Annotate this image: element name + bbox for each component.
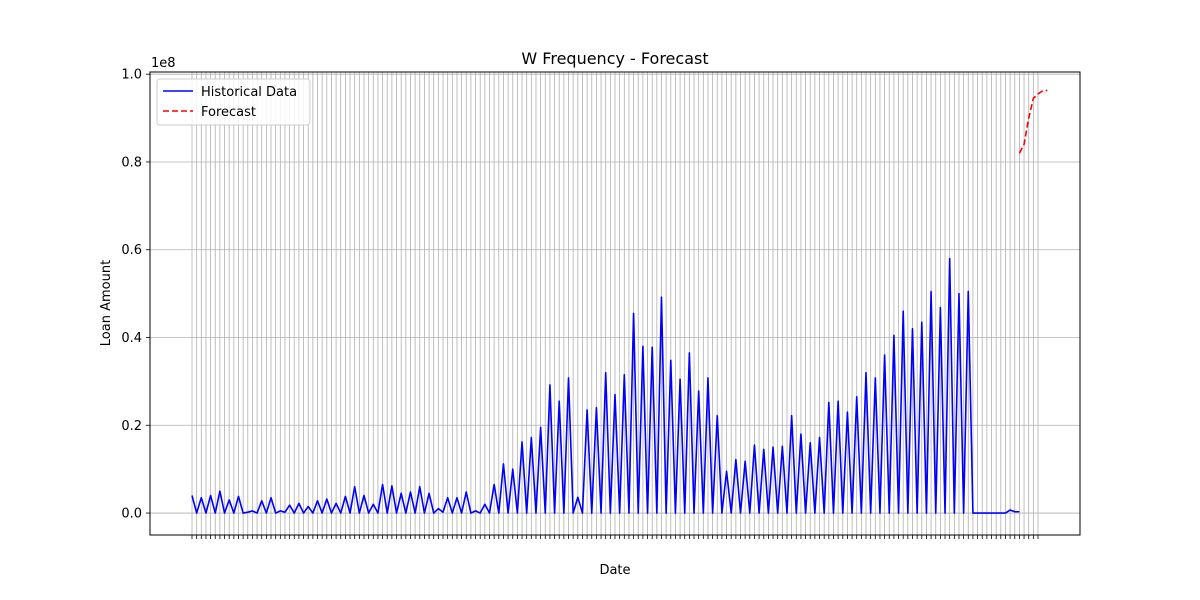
horizontal-gridlines	[150, 73, 1080, 514]
y-tick-label: 0.2	[121, 419, 142, 434]
series-layer	[191, 89, 1048, 514]
chart-title: W Frequency - Forecast	[521, 49, 708, 68]
y-tick-label: 0.6	[121, 243, 142, 258]
y-tick-label: 0.4	[121, 331, 142, 346]
y-tick-label: 0.0	[121, 507, 142, 522]
legend-box	[156, 78, 311, 126]
y-axis-ticks: 0.0 0.2 0.4 0.6 0.8 1.0	[121, 68, 150, 522]
x-axis-label: Date	[599, 563, 630, 578]
y-tick-label: 1.0	[121, 68, 142, 83]
vertical-gridlines	[191, 72, 1039, 535]
x-axis-ticks	[191, 535, 1039, 539]
forecast-line	[1018, 89, 1048, 154]
y-scale-label: 1e8	[151, 56, 176, 71]
historical-data-line	[191, 257, 1020, 514]
legend-forecast-label: Forecast	[201, 105, 256, 120]
legend-historical-label: Historical Data	[201, 85, 297, 100]
legend: Historical Data Forecast	[156, 78, 311, 126]
plot-frame	[149, 71, 1081, 536]
y-tick-label: 0.8	[121, 155, 142, 170]
y-axis-label: Loan Amount	[99, 260, 114, 346]
